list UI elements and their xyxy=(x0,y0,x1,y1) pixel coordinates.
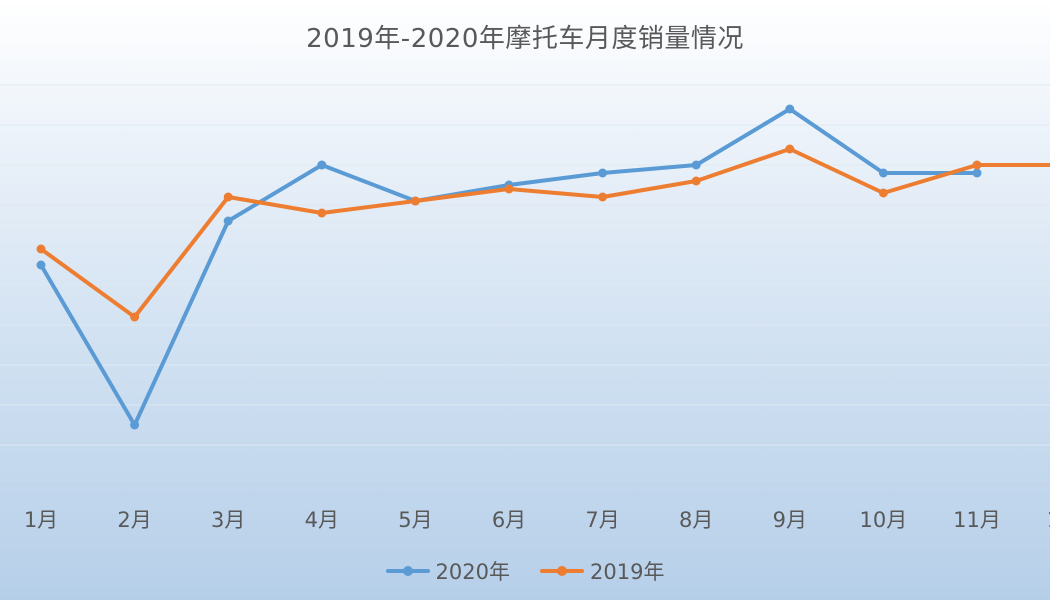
data-point xyxy=(691,176,701,186)
legend-swatch xyxy=(385,566,430,576)
x-tick-label: 8月 xyxy=(679,508,713,532)
series-line xyxy=(39,107,979,427)
series-1 xyxy=(36,104,982,430)
legend: 2020年 2019年 xyxy=(0,556,1050,586)
x-tick-label: 7月 xyxy=(585,508,619,532)
data-point xyxy=(130,420,140,430)
data-point xyxy=(410,196,420,206)
data-point xyxy=(223,216,233,226)
x-tick-label: 3月 xyxy=(211,508,245,532)
x-tick-label: 1月 xyxy=(24,508,58,532)
data-point xyxy=(598,168,608,178)
data-point xyxy=(598,192,608,202)
series-2 xyxy=(36,144,1050,322)
series-line xyxy=(39,147,1050,319)
data-point xyxy=(317,160,327,170)
legend-swatch xyxy=(540,566,584,576)
data-point xyxy=(972,160,982,170)
data-point xyxy=(691,160,701,170)
legend-entry: 2019年 xyxy=(540,556,664,586)
x-tick-label: 5月 xyxy=(398,508,432,532)
data-point xyxy=(317,208,327,218)
legend-entry: 2020年 xyxy=(385,556,510,586)
data-point xyxy=(878,188,888,198)
x-tick-label: 10月 xyxy=(860,508,908,532)
x-tick-label: 6月 xyxy=(492,508,526,532)
data-point xyxy=(36,244,46,254)
data-point xyxy=(972,168,982,178)
legend-label: 2019年 xyxy=(590,560,665,584)
chart-title: 2019年-2020年摩托车月度销量情况 xyxy=(306,24,744,54)
data-point xyxy=(785,144,795,154)
data-point xyxy=(878,168,888,178)
data-point xyxy=(223,192,233,202)
x-tick-label: 12月 xyxy=(1047,508,1050,532)
x-tick-label: 2月 xyxy=(117,508,151,532)
data-point xyxy=(130,312,140,322)
x-tick-label: 9月 xyxy=(773,508,807,532)
x-tick-label: 4月 xyxy=(305,508,339,532)
data-point xyxy=(785,104,795,114)
data-point xyxy=(36,260,46,270)
x-tick-label: 11月 xyxy=(953,508,1001,532)
legend-label: 2020年 xyxy=(435,560,510,584)
data-point xyxy=(504,184,514,194)
